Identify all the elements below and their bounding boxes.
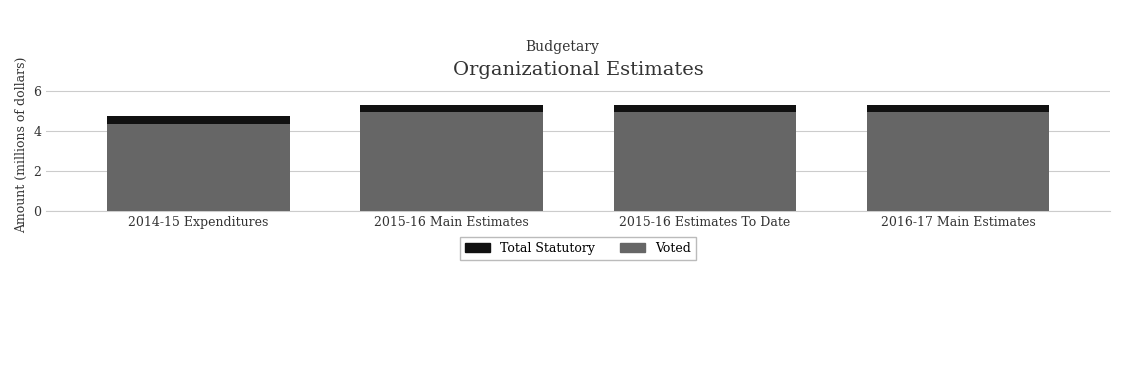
Legend: Total Statutory, Voted: Total Statutory, Voted [460,237,696,260]
Text: Budgetary: Budgetary [525,40,600,54]
Bar [613,112,796,211]
Bar [107,124,289,211]
Bar [867,105,1050,112]
Y-axis label: Amount (millions of dollars): Amount (millions of dollars) [15,57,28,233]
Title: Organizational Estimates: Organizational Estimates [453,61,703,79]
Bar [613,105,796,112]
Bar [867,112,1050,211]
Bar [107,116,289,124]
Bar [360,112,542,211]
Bar [360,105,542,112]
